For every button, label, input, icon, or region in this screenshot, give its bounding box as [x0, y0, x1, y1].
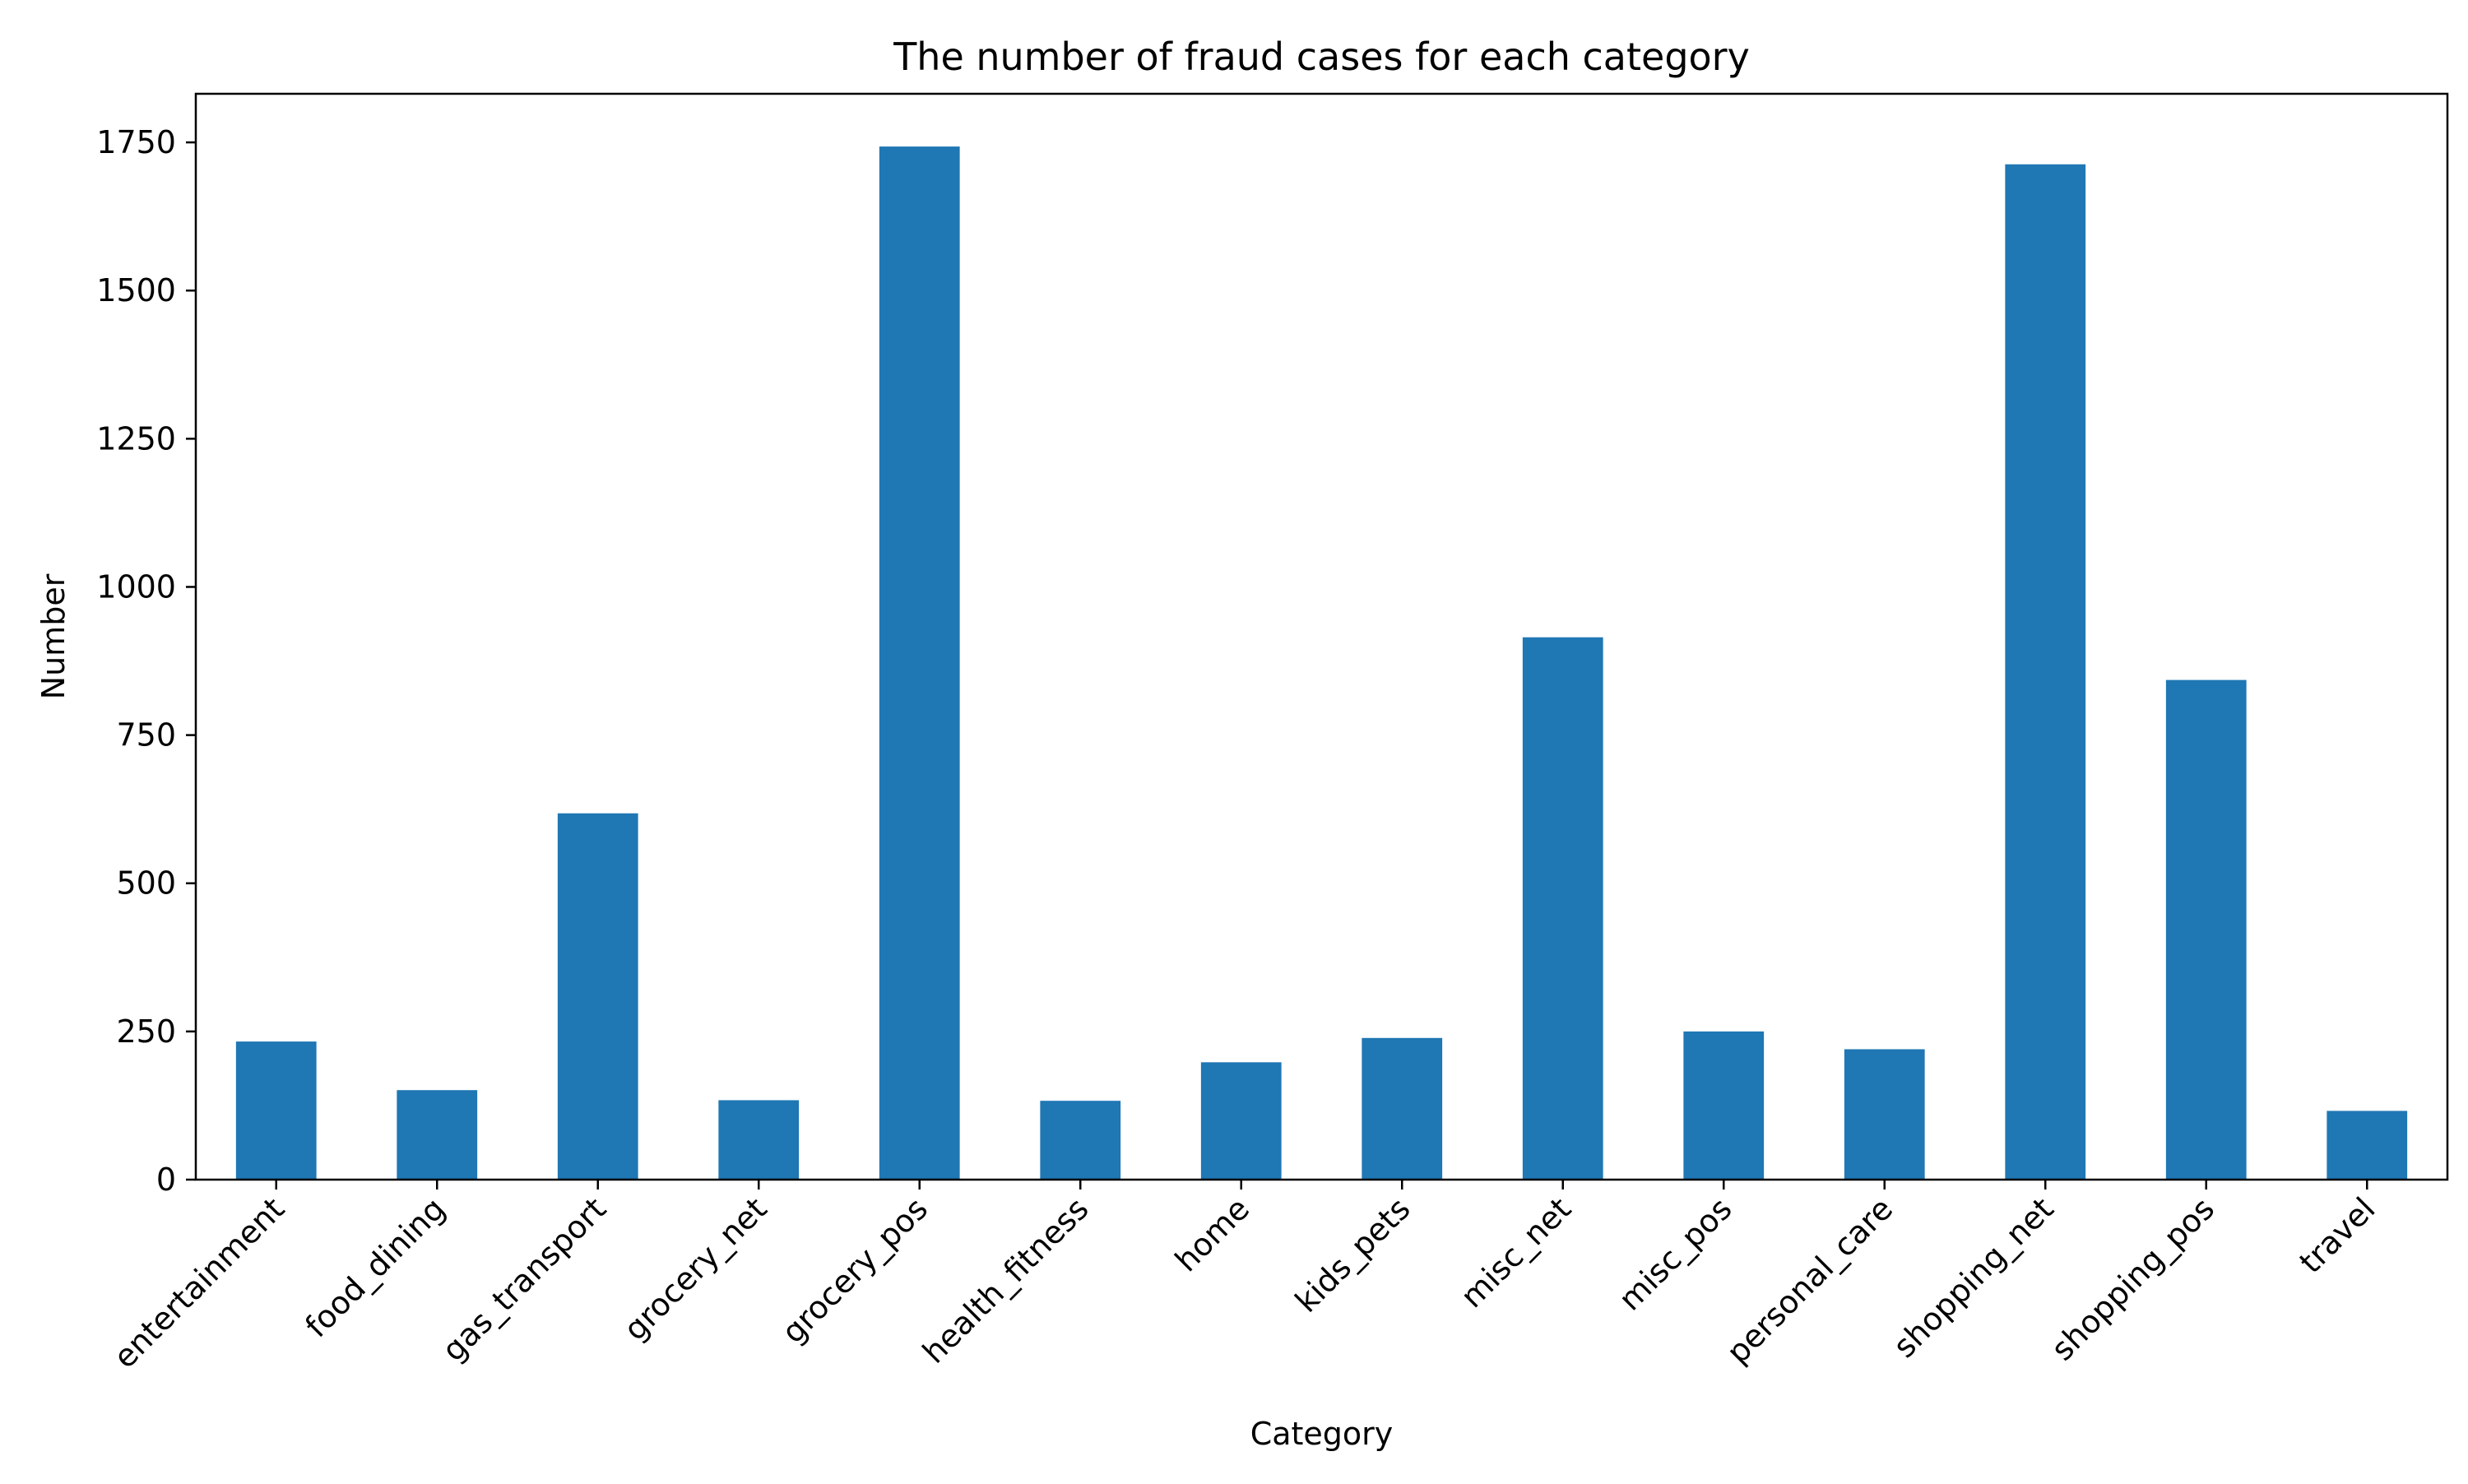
- bar-kids_pets: [1362, 1037, 1443, 1180]
- y-tick-label: 750: [116, 717, 176, 754]
- y-tick-label: 250: [116, 1013, 176, 1050]
- bars-layer: [235, 146, 2408, 1180]
- bar-gas_transport: [557, 813, 638, 1180]
- y-tick-label: 1750: [96, 124, 176, 160]
- x-axis-label: Category: [1250, 1416, 1394, 1452]
- bar-food_dining: [397, 1090, 478, 1180]
- y-tick-label: 1250: [96, 420, 176, 457]
- bar-entertainment: [235, 1041, 317, 1180]
- y-axis-label: Number: [35, 573, 72, 699]
- bar-grocery_pos: [879, 146, 960, 1180]
- bar-shopping_pos: [2165, 679, 2247, 1180]
- y-tick-label: 500: [116, 865, 176, 902]
- y-tick-label: 1000: [96, 568, 176, 605]
- bar-personal_care: [1844, 1049, 1925, 1180]
- chart-title: The number of fraud cases for each categ…: [893, 35, 1750, 79]
- plot-frame: [194, 92, 2449, 1181]
- bar-misc_net: [1522, 637, 1603, 1180]
- bar-shopping_net: [2005, 164, 2086, 1180]
- bar-travel: [2327, 1111, 2408, 1180]
- bar-grocery_net: [718, 1100, 800, 1180]
- y-tick-label: 0: [156, 1162, 176, 1198]
- bar-misc_pos: [1683, 1031, 1765, 1180]
- y-tick-label: 1500: [96, 272, 176, 308]
- bar-health_fitness: [1040, 1101, 1121, 1180]
- bar-home: [1200, 1062, 1282, 1180]
